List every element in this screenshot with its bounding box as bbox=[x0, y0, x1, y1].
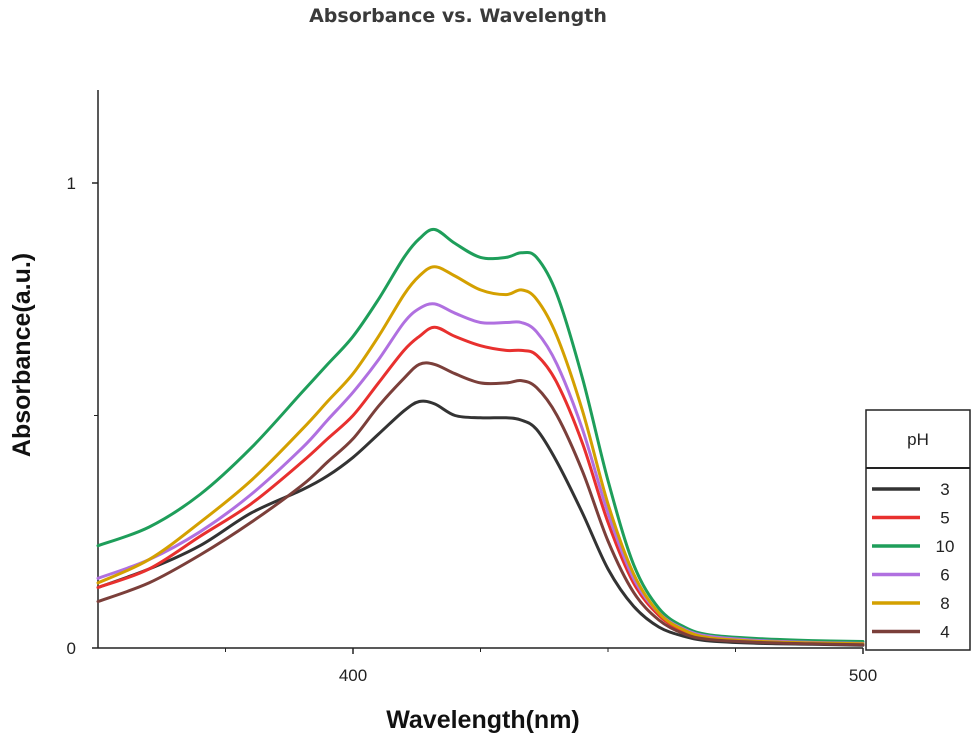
legend-label: 6 bbox=[940, 566, 949, 585]
x-tick-label: 500 bbox=[849, 666, 877, 685]
legend-label: 4 bbox=[940, 623, 949, 642]
legend-label: 5 bbox=[940, 509, 949, 528]
y-tick-label: 1 bbox=[67, 174, 76, 193]
legend-label: 3 bbox=[940, 480, 949, 499]
series-line-ph-3 bbox=[96, 399, 865, 647]
legend-label: 8 bbox=[940, 594, 949, 613]
series-line-ph-4 bbox=[96, 361, 865, 647]
legend-items: 3 5 10 6 8 4 bbox=[872, 480, 954, 642]
plot-area: 400 500 0 1 bbox=[67, 90, 878, 685]
x-axis-label: Wavelength(nm) bbox=[386, 706, 580, 734]
x-tick-label: 400 bbox=[339, 666, 367, 685]
legend-box bbox=[865, 409, 971, 651]
series-line-ph-6 bbox=[96, 302, 865, 645]
ticks-layer: 400 500 0 1 bbox=[67, 174, 878, 685]
series-line-ph-8 bbox=[96, 265, 865, 646]
legend-label: 10 bbox=[936, 537, 955, 556]
legend: pH 3 5 10 6 8 4 bbox=[865, 409, 971, 651]
legend-title: pH bbox=[907, 430, 929, 449]
y-axis-label: Absorbance(a.u.) bbox=[8, 253, 36, 457]
chart-title: Absorbance vs. Wavelength bbox=[309, 5, 607, 27]
y-tick-label: 0 bbox=[67, 639, 76, 658]
series-line-ph-10 bbox=[96, 227, 865, 643]
series-layer bbox=[96, 227, 865, 647]
